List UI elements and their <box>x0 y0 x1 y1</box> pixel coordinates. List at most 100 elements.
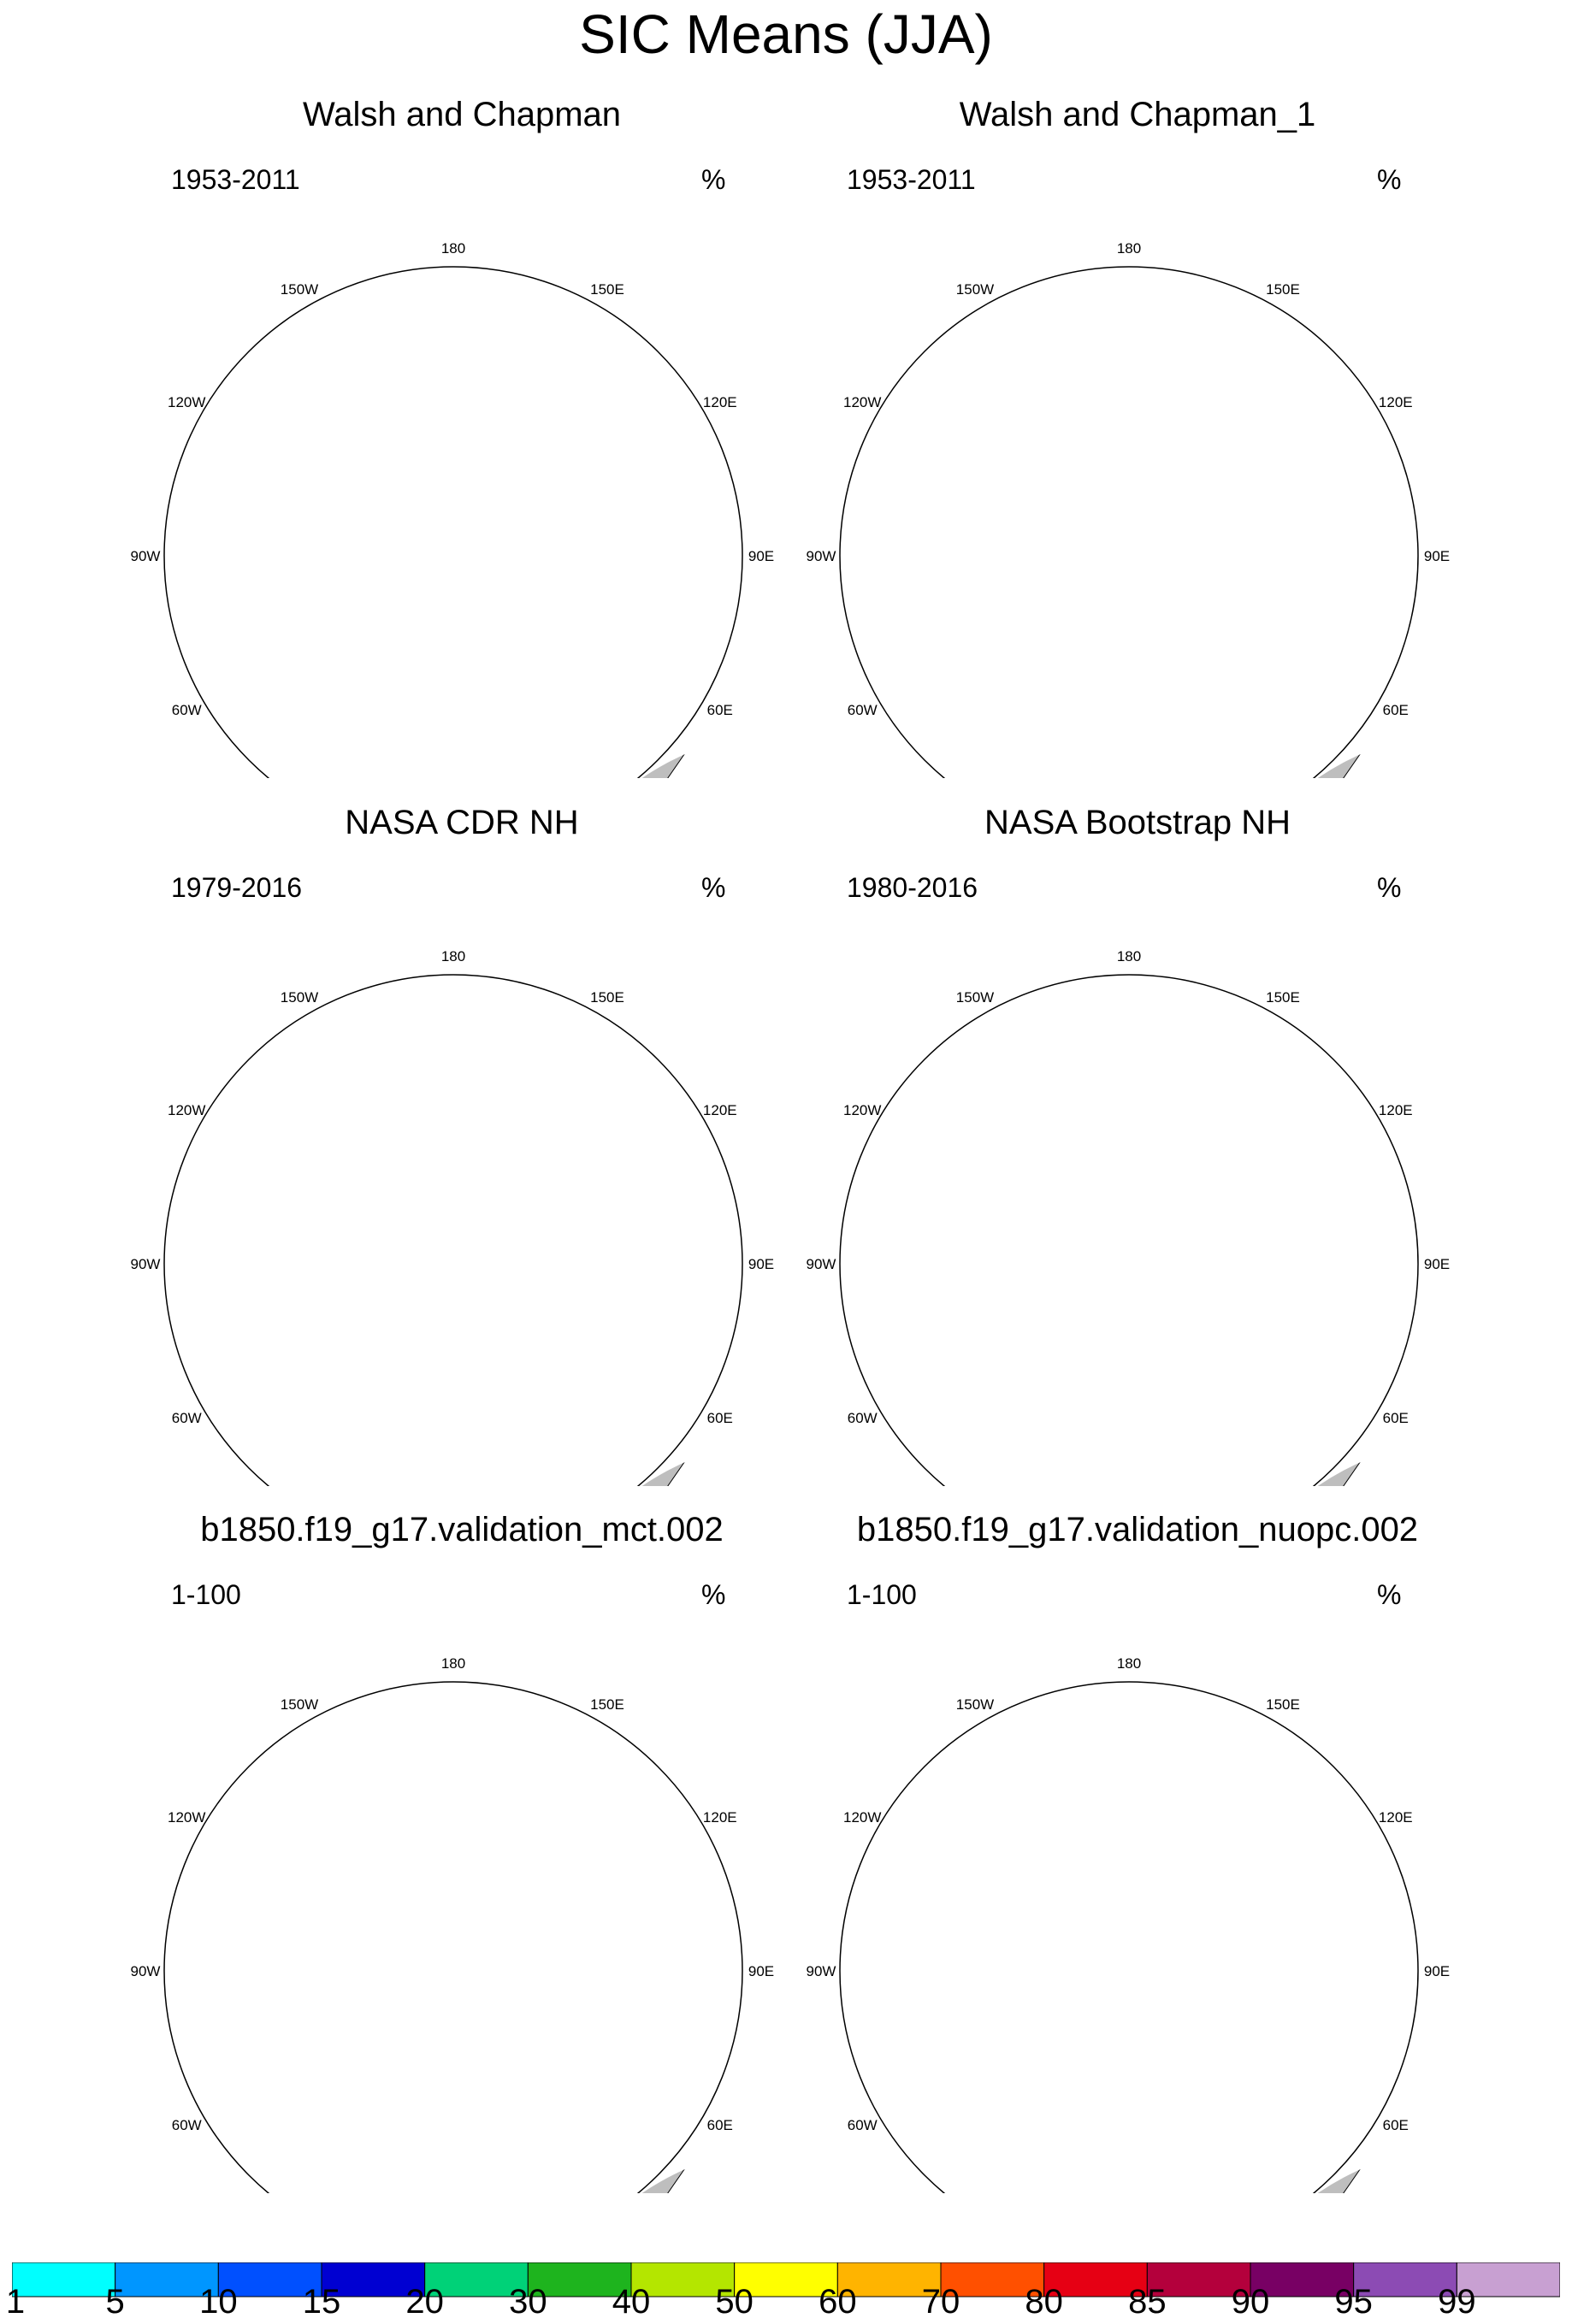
polar-map: 180150E120E90E60E30E030W60W90W120W150W <box>131 948 774 1486</box>
longitude-label: 60E <box>1383 2117 1409 2133</box>
colorbar-box <box>734 2262 838 2297</box>
panel-units: % <box>701 1579 726 1610</box>
longitude-label: 60W <box>848 1410 878 1426</box>
land-mass <box>515 728 762 778</box>
polar-map: 180150E120E90E60E30E030W60W90W120W150W <box>807 948 1450 1486</box>
panel-period: 1980-2016 <box>847 872 978 903</box>
colorbar-label: 85 <box>1128 2283 1167 2321</box>
longitude-label: 90E <box>1424 1256 1450 1272</box>
longitude-label: 60W <box>848 2117 878 2133</box>
longitude-label: 150W <box>956 1696 994 1713</box>
panel-units: % <box>1377 872 1402 903</box>
colorbar-label: 5 <box>105 2283 125 2321</box>
polar-map: 180150E120E90E60E30E030W60W90W120W150W <box>807 240 1450 778</box>
longitude-label: 90W <box>807 548 836 564</box>
colorbar-label: 70 <box>921 2283 960 2321</box>
colorbar-box <box>527 2262 632 2297</box>
longitude-label: 180 <box>441 1655 465 1672</box>
longitude-label: 90E <box>748 1963 774 1979</box>
panel-title: Walsh and Chapman <box>302 96 622 133</box>
land-mass <box>1191 2144 1438 2193</box>
panel-units: % <box>1377 164 1402 195</box>
colorbar-label: 30 <box>509 2283 547 2321</box>
longitude-label: 90E <box>748 1256 774 1272</box>
longitude-label: 120E <box>703 1809 737 1826</box>
colorbar-label: 15 <box>302 2283 341 2321</box>
colorbar-label: 99 <box>1438 2283 1476 2321</box>
longitude-label: 120E <box>703 1102 737 1118</box>
longitude-label: 90W <box>131 1963 161 1979</box>
longitude-label: 180 <box>441 948 465 964</box>
map-panel: 180150E120E90E60E30E030W60W90W120W150Wb1… <box>778 1509 1497 2193</box>
colorbar-box <box>12 2262 116 2297</box>
longitude-label: 60E <box>1383 1410 1409 1426</box>
colorbar-box <box>321 2262 426 2297</box>
longitude-label: 180 <box>1117 1655 1141 1672</box>
polar-map: 180150E120E90E60E30E030W60W90W120W150W <box>131 1655 774 2193</box>
panel-title: Walsh and Chapman_1 <box>959 96 1316 133</box>
longitude-label: 180 <box>441 240 465 257</box>
longitude-label: 120W <box>843 1102 881 1118</box>
longitude-label: 150W <box>281 989 318 1006</box>
longitude-label: 150W <box>956 989 994 1006</box>
panel-period: 1953-2011 <box>171 164 300 195</box>
longitude-label: 150E <box>1266 989 1300 1006</box>
longitude-label: 60E <box>707 702 733 718</box>
longitude-label: 120W <box>168 1809 205 1826</box>
land-mass <box>515 1436 762 1486</box>
panel-period: 1-100 <box>847 1579 917 1610</box>
longitude-label: 90E <box>1424 548 1450 564</box>
sea-ice-field <box>239 1154 573 1383</box>
longitude-label: 60E <box>707 1410 733 1426</box>
longitude-label: 180 <box>1117 948 1141 964</box>
longitude-label: 120W <box>843 1809 881 1826</box>
colorbar-box <box>1353 2262 1457 2297</box>
land-mass <box>515 2144 762 2193</box>
longitude-label: 120E <box>1379 1809 1413 1826</box>
longitude-label: 150W <box>281 1696 318 1713</box>
map-panel: 180150E120E90E60E30E030W60W90W120W150WNA… <box>103 802 821 1486</box>
panel-period: 1979-2016 <box>171 872 303 903</box>
longitude-label: 150E <box>590 1696 624 1713</box>
colorbar-label: 80 <box>1025 2283 1063 2321</box>
sea-ice-field <box>915 1154 1249 1383</box>
sea-ice-field <box>239 1853 580 2091</box>
colorbar-box <box>115 2262 219 2297</box>
panel-period: 1953-2011 <box>847 164 976 195</box>
colorbar-label: 10 <box>199 2283 238 2321</box>
longitude-label: 150E <box>1266 281 1300 298</box>
panel-units: % <box>701 164 726 195</box>
sea-ice-field <box>915 453 1240 675</box>
sea-ice-field <box>239 453 564 675</box>
sea-ice-field <box>915 1853 1256 2091</box>
panel-title: b1850.f19_g17.validation_nuopc.002 <box>856 1511 1419 1548</box>
panel-title: NASA Bootstrap NH <box>984 804 1291 841</box>
colorbar <box>12 2262 1560 2297</box>
longitude-label: 60W <box>172 1410 202 1426</box>
colorbar-labels: 1 5 10 15 20 30 40 50 60 70 80 85 90 95 99 <box>0 2281 1572 2324</box>
map-panel: 180150E120E90E60E30E030W60W90W120W150WWa… <box>778 94 1497 778</box>
colorbar-label: 1 <box>5 2283 26 2321</box>
colorbar-label: 20 <box>405 2283 444 2321</box>
colorbar-box <box>217 2262 322 2297</box>
colorbar-box <box>940 2262 1045 2297</box>
longitude-label: 150E <box>590 281 624 298</box>
longitude-label: 150E <box>1266 1696 1300 1713</box>
longitude-label: 150W <box>281 281 318 298</box>
longitude-label: 120W <box>168 394 205 410</box>
longitude-label: 60W <box>172 2117 202 2133</box>
longitude-label: 90W <box>807 1963 836 1979</box>
panel-title: NASA CDR NH <box>345 804 579 841</box>
polar-map: 180150E120E90E60E30E030W60W90W120W150W <box>807 1655 1450 2193</box>
land-mass <box>1191 1436 1438 1486</box>
colorbar-label: 60 <box>819 2283 857 2321</box>
map-panel: 180150E120E90E60E30E030W60W90W120W150WNA… <box>778 802 1497 1486</box>
longitude-label: 150E <box>590 989 624 1006</box>
panel-period: 1-100 <box>171 1579 241 1610</box>
land-mass <box>1191 728 1438 778</box>
colorbar-label: 50 <box>715 2283 753 2321</box>
colorbar-box <box>1456 2262 1560 2297</box>
longitude-label: 90E <box>1424 1963 1450 1979</box>
longitude-label: 120W <box>168 1102 205 1118</box>
longitude-label: 60E <box>1383 702 1409 718</box>
